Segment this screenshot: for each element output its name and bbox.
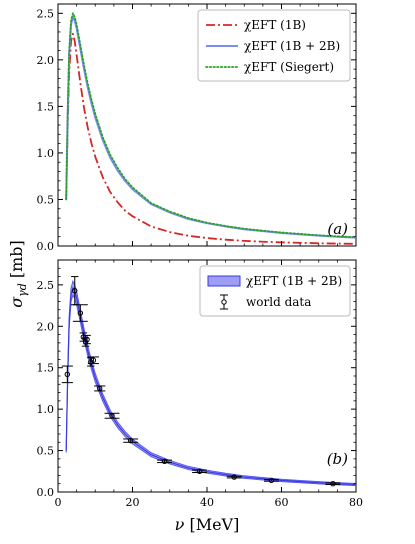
- panel-b-data: [61, 276, 356, 487]
- series-eft-1b-2b-band: [65, 279, 356, 487]
- series-eft-1b-line: [65, 32, 356, 245]
- data-point: [83, 334, 91, 345]
- legend-box-a: [197, 9, 351, 82]
- data-point-marker: [90, 357, 97, 363]
- data-point-marker: [196, 468, 203, 474]
- data-point: [325, 481, 341, 487]
- y-tick-label: 2.5: [37, 279, 55, 292]
- data-point-marker: [231, 474, 237, 480]
- data-point: [61, 365, 73, 384]
- y-tick-label: 0.5: [37, 193, 55, 206]
- y-axis-label-symbol: σ: [7, 296, 26, 308]
- x-axis-label: ν [MeV]: [175, 515, 240, 534]
- legend-label: χEFT (1B + 2B): [246, 274, 342, 288]
- x-axis-label-unit: [MeV]: [184, 515, 239, 534]
- data-point-marker: [330, 481, 336, 487]
- data-point-marker: [84, 336, 90, 343]
- data-point: [87, 356, 99, 365]
- y-tick-label: 1.5: [37, 362, 55, 375]
- data-point-marker: [161, 458, 168, 465]
- panel-a-data: [65, 12, 356, 245]
- panel-a-tag: (a): [327, 220, 348, 238]
- x-axis-label-symbol: ν: [175, 515, 185, 534]
- x-tick-label: 60: [275, 496, 289, 509]
- series-eft-1b-2b-line: [65, 286, 356, 486]
- data-point-marker: [64, 371, 71, 378]
- data-point-marker: [127, 437, 134, 444]
- legend-label: χEFT (1B): [244, 18, 306, 32]
- y-tick-label: 2.0: [37, 54, 55, 67]
- data-point-marker: [97, 385, 103, 392]
- data-point: [226, 474, 242, 480]
- y-tick-label: 0.0: [37, 486, 55, 499]
- y-axis-label-unit: [mb]: [7, 240, 26, 283]
- data-point: [94, 385, 106, 392]
- x-tick-label: 80: [349, 496, 363, 509]
- data-point: [263, 477, 279, 484]
- y-tick-label: 1.0: [37, 147, 55, 160]
- legend-label: χEFT (1B + 2B): [244, 39, 340, 53]
- x-tick-label: 0: [55, 496, 62, 509]
- legend-swatch: [207, 275, 241, 287]
- x-tick-label: 40: [200, 496, 214, 509]
- y-tick-label: 2.5: [37, 7, 55, 20]
- series-eft-siegert-line: [65, 12, 356, 239]
- data-point: [123, 437, 139, 444]
- legend-label: χEFT (Siegert): [244, 60, 334, 74]
- panel-b-tag: (b): [327, 450, 348, 468]
- x-tick-label: 20: [126, 496, 140, 509]
- panel-a: 0.0 0.5 1.0 1.5 2.0 2.5 (a) χEFT (1B) χEFT (1B +…: [37, 3, 357, 253]
- legend-label: world data: [246, 295, 311, 309]
- data-point-marker: [72, 287, 78, 294]
- data-point-marker: [80, 334, 87, 340]
- data-point: [157, 458, 172, 465]
- y-tick-label: 1.5: [37, 100, 55, 113]
- panel-b: 0 20 40 60 80 0.0 0.5 1.0 1.5 2.0 2.5 (b) χEFT (1B +…: [37, 259, 363, 509]
- y-tick-label: 2.0: [37, 320, 55, 333]
- data-point-marker: [77, 310, 84, 316]
- data-point: [104, 412, 120, 419]
- y-tick-label: 0.5: [37, 445, 55, 458]
- data-point: [192, 468, 207, 474]
- y-tick-label: 1.0: [37, 403, 55, 416]
- legend-swatch-marker: [221, 299, 227, 305]
- y-axis-label-subscript: γd: [16, 283, 29, 297]
- data-point: [72, 304, 88, 322]
- data-point-marker: [109, 413, 115, 419]
- data-point-marker: [268, 477, 275, 484]
- y-tick-label: 0.0: [37, 240, 55, 253]
- y-axis-label: σγd [mb]: [7, 240, 29, 308]
